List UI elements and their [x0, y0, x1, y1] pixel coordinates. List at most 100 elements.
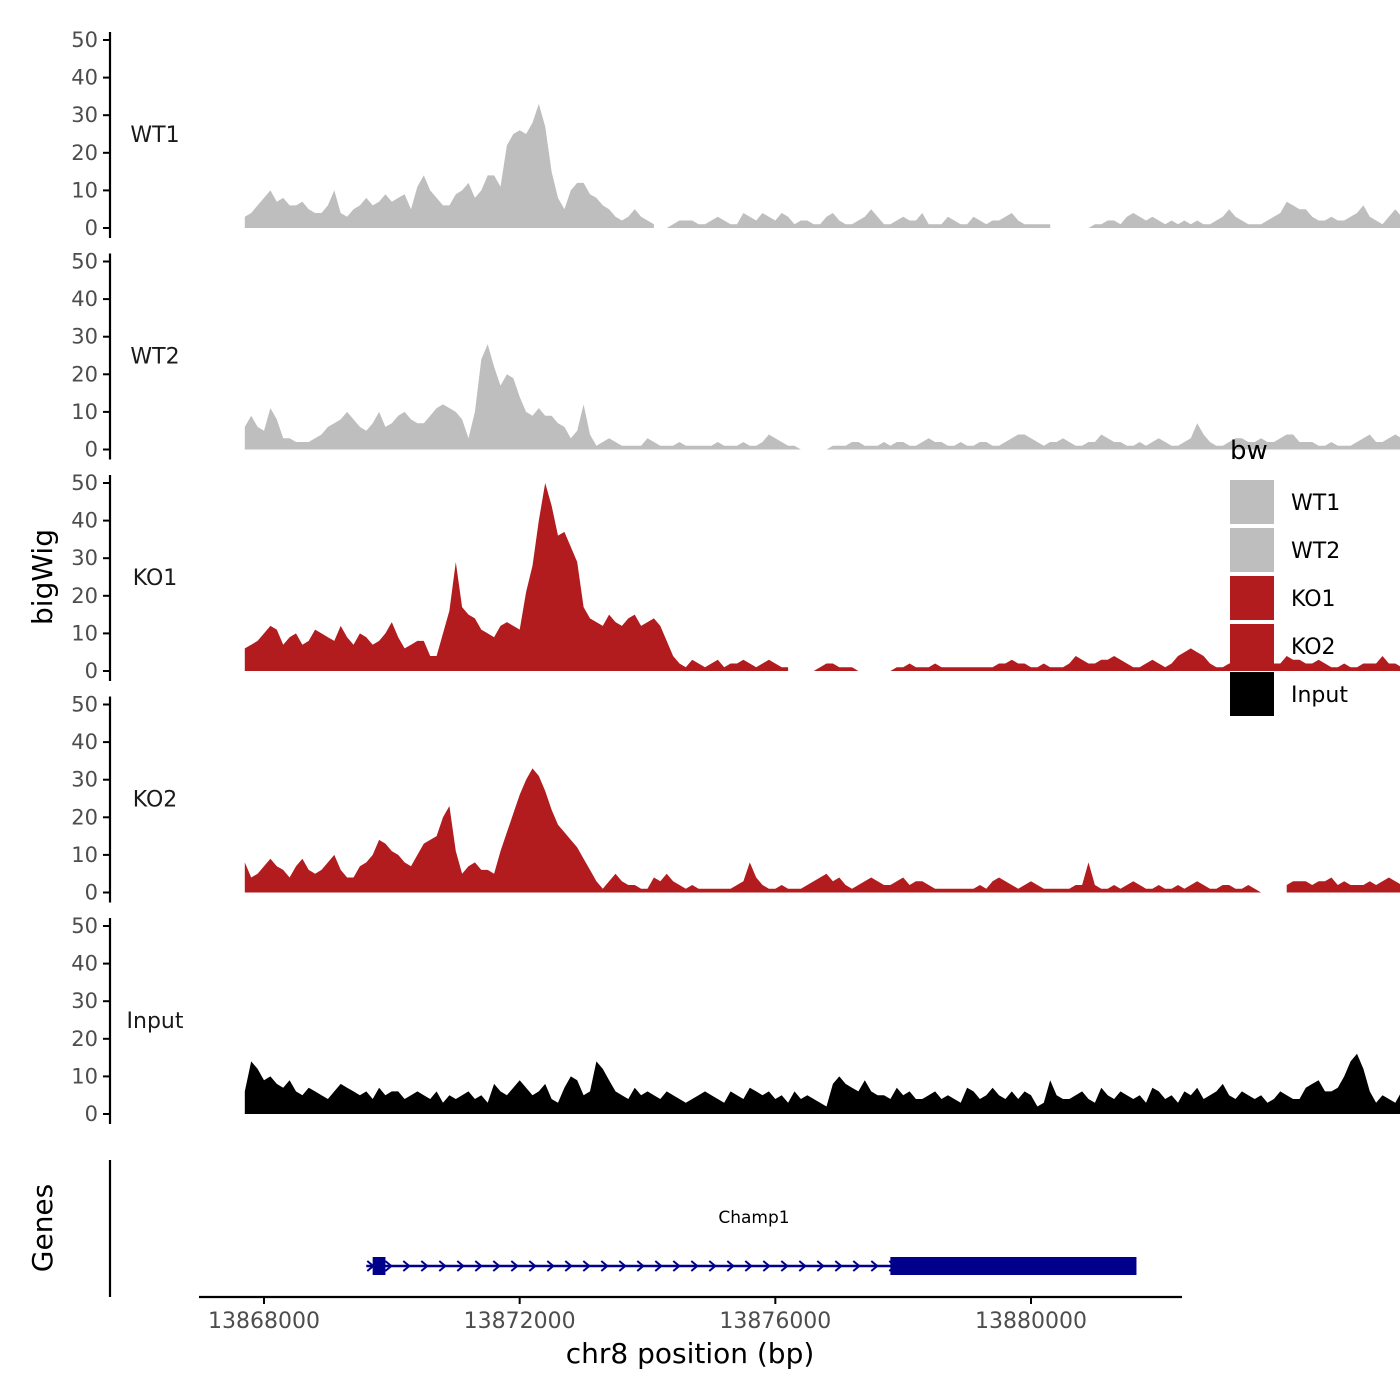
track-label: KO1 [133, 566, 178, 591]
track-wt1: 0 10 20 30 40 50 WT1 [71, 28, 1400, 240]
y-tick-label: 30 [71, 768, 98, 792]
strand-arrow [798, 1260, 807, 1272]
x-tick-label: 13872000 [464, 1309, 576, 1334]
y-tick-label: 40 [71, 952, 98, 976]
y-tick-label: 0 [85, 216, 98, 240]
y-tick-label: 20 [71, 362, 98, 386]
y-tick-label: 50 [71, 693, 98, 717]
y-tick-label: 50 [71, 250, 98, 274]
track-area-wt1 [666, 209, 1051, 228]
strand-arrow [456, 1260, 465, 1272]
y-tick-label: 20 [71, 141, 98, 165]
gene-champ1: Champ1 [366, 1208, 1137, 1275]
strand-arrow [654, 1260, 663, 1272]
track-area-ko2 [244, 768, 1262, 893]
track-ko2: 0 10 20 30 40 50 KO2 [71, 693, 1400, 905]
strand-arrow [834, 1260, 843, 1272]
y-tick-label: 40 [71, 509, 98, 533]
y-tick-label: 10 [71, 400, 98, 424]
x-tick-label: 13876000 [719, 1309, 831, 1334]
track-label: KO2 [133, 788, 178, 813]
strand-arrow [708, 1260, 717, 1272]
legend-swatch-input [1230, 672, 1274, 716]
strand-arrow [672, 1260, 681, 1272]
x-tick-label: 13868000 [208, 1309, 320, 1334]
y-tick-label: 10 [71, 843, 98, 867]
strand-arrow [420, 1260, 429, 1272]
strand-arrow [600, 1260, 609, 1272]
exon-block [372, 1257, 386, 1275]
strand-arrow [816, 1260, 825, 1272]
y-axis-title: bigWig [26, 529, 59, 625]
strand-arrow [492, 1260, 501, 1272]
track-area-wt1 [244, 103, 654, 228]
legend-swatch-ko2 [1230, 624, 1274, 668]
y-tick-label: 30 [71, 103, 98, 127]
y-tick-label: 50 [71, 28, 98, 52]
y-tick-label: 30 [71, 989, 98, 1013]
y-tick-label: 20 [71, 584, 98, 608]
x-tick-label: 13880000 [975, 1309, 1087, 1334]
x-axis-title: chr8 position (bp) [566, 1337, 815, 1370]
strand-arrow [618, 1260, 627, 1272]
track-area-ko2 [1286, 877, 1400, 893]
legend-label: KO2 [1291, 635, 1336, 660]
strand-arrow [582, 1260, 591, 1272]
legend-label: WT1 [1291, 491, 1340, 516]
y-tick-label: 10 [71, 1064, 98, 1088]
strand-arrow [636, 1260, 645, 1272]
y-tick-label: 50 [71, 471, 98, 495]
y-tick-label: 20 [71, 1027, 98, 1051]
strand-arrow [852, 1260, 861, 1272]
y-tick-label: 20 [71, 805, 98, 829]
track-area-ko1 [813, 663, 859, 671]
y-tick-label: 10 [71, 621, 98, 645]
legend-swatch-ko1 [1230, 576, 1274, 620]
y-tick-label: 0 [85, 659, 98, 683]
track-input: 0 10 20 30 40 50 Input [71, 914, 1400, 1126]
track-label: WT1 [130, 123, 179, 148]
genes-panel: Genes Champ1 [26, 1160, 1137, 1297]
strand-arrow [690, 1260, 699, 1272]
strand-arrow [474, 1260, 483, 1272]
legend: bw WT1 WT2 KO1 KO2 Input [1230, 436, 1348, 716]
track-label: WT2 [130, 345, 179, 370]
strand-arrow [564, 1260, 573, 1272]
y-tick-label: 10 [71, 178, 98, 202]
track-wt2: 0 10 20 30 40 50 WT2 [71, 250, 1400, 462]
strand-arrow [528, 1260, 537, 1272]
strand-arrow [438, 1260, 447, 1272]
legend-swatch-wt2 [1230, 528, 1274, 572]
y-tick-label: 30 [71, 325, 98, 349]
track-label: Input [127, 1009, 184, 1034]
legend-label: KO1 [1291, 587, 1336, 612]
bigwig-tracks: 0 10 20 30 40 50 WT1 0 10 20 30 40 50 WT2 0 10 20 30 40 50 K… [71, 28, 1400, 1126]
legend-label: WT2 [1291, 539, 1340, 564]
legend-title: bw [1230, 436, 1268, 466]
track-area-ko1 [244, 483, 789, 671]
strand-arrow [546, 1260, 555, 1272]
strand-arrow [780, 1260, 789, 1272]
strand-arrow [384, 1260, 393, 1272]
strand-arrow [762, 1260, 771, 1272]
legend-swatch-wt1 [1230, 480, 1274, 524]
track-area-wt2 [244, 344, 801, 450]
genes-panel-label: Genes [26, 1184, 59, 1272]
y-tick-label: 50 [71, 914, 98, 938]
track-area-wt1 [1088, 201, 1400, 228]
exon-block [890, 1257, 1137, 1275]
y-tick-label: 0 [85, 1102, 98, 1126]
strand-arrow [744, 1260, 753, 1272]
y-tick-label: 40 [71, 66, 98, 90]
strand-arrow [510, 1260, 519, 1272]
track-area-input [244, 1053, 1400, 1114]
legend-label: Input [1291, 683, 1348, 708]
y-tick-label: 40 [71, 730, 98, 754]
strand-arrow [402, 1260, 411, 1272]
x-axis: 13868000 13872000 13876000 13880000 [199, 1295, 1182, 1334]
strand-arrow [870, 1260, 879, 1272]
y-tick-label: 30 [71, 546, 98, 570]
y-tick-label: 0 [85, 438, 98, 462]
strand-arrow [726, 1260, 735, 1272]
